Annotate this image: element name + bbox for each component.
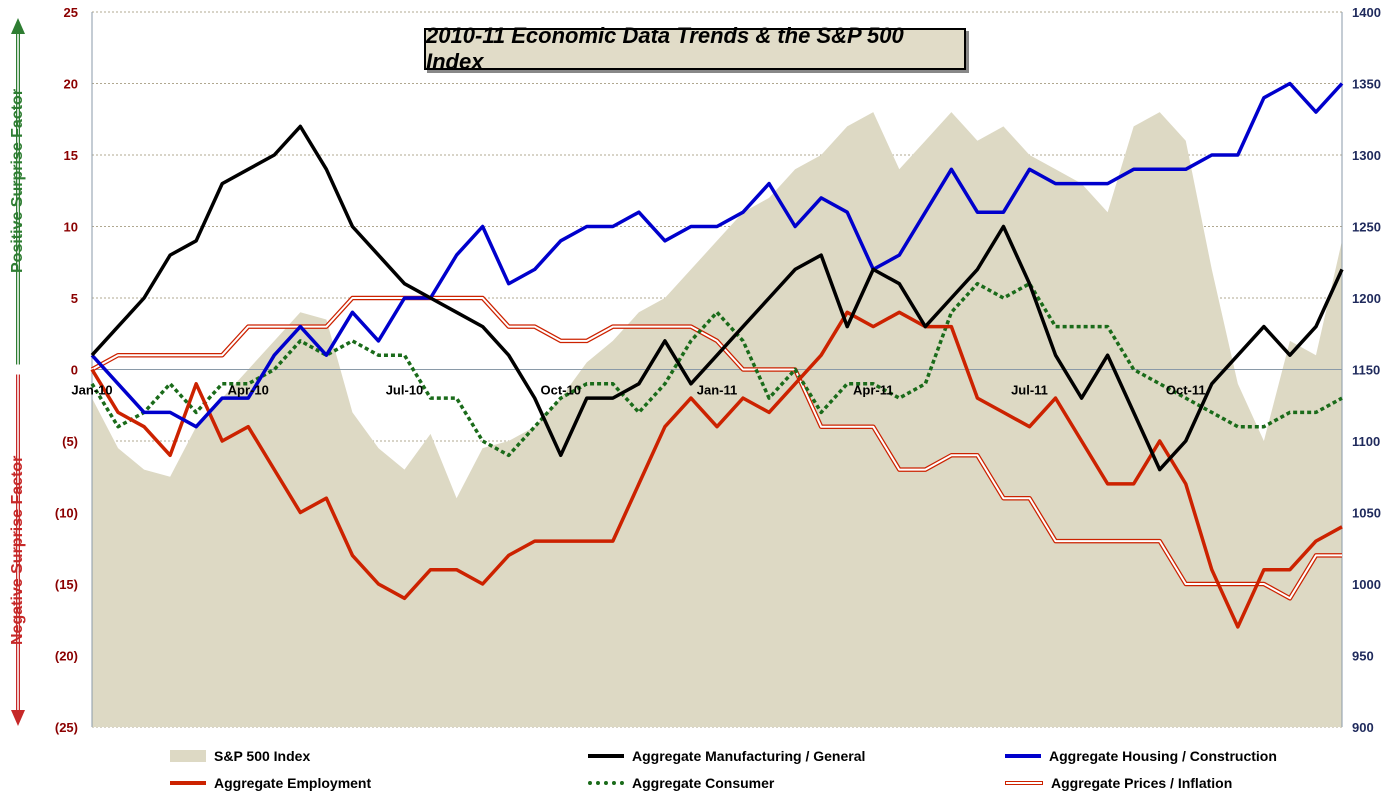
series-housing-line bbox=[90, 81, 1344, 429]
series-sp500-area bbox=[92, 112, 1342, 728]
right-tick-label: 1250 bbox=[1352, 220, 1381, 235]
legend-swatch bbox=[588, 781, 624, 785]
negative-arrow-head bbox=[11, 710, 25, 726]
legend-item: Aggregate Manufacturing / General bbox=[588, 748, 865, 764]
x-tick-label: Jul-10 bbox=[386, 383, 424, 398]
legend-item: Aggregate Prices / Inflation bbox=[1005, 775, 1232, 791]
right-tick-label: 1050 bbox=[1352, 506, 1381, 521]
positive-axis-label: Positive Surprise Factor bbox=[9, 88, 26, 273]
legend-label: Aggregate Prices / Inflation bbox=[1051, 775, 1233, 791]
x-tick-label: Jan-11 bbox=[697, 383, 737, 398]
legend-label: Aggregate Manufacturing / General bbox=[632, 748, 866, 764]
negative-axis-label: Negative Surprise Factor bbox=[9, 455, 26, 645]
legend-label: Aggregate Consumer bbox=[632, 775, 775, 791]
legend-swatch bbox=[1005, 781, 1043, 785]
left-tick-label: (5) bbox=[62, 434, 78, 449]
series-manufacturing-line bbox=[90, 124, 1344, 472]
x-tick-label: Oct-11 bbox=[1166, 383, 1206, 398]
left-tick-label: 15 bbox=[64, 148, 78, 163]
right-tick-label: 1200 bbox=[1352, 291, 1381, 306]
series-consumer-line bbox=[90, 281, 1343, 458]
legend-item: S&P 500 Index bbox=[170, 748, 310, 764]
legend-item: Aggregate Housing / Construction bbox=[1005, 748, 1277, 764]
legend-label: Aggregate Housing / Construction bbox=[1049, 748, 1277, 764]
left-tick-label: 5 bbox=[71, 291, 78, 306]
legend-label: Aggregate Employment bbox=[214, 775, 372, 791]
right-tick-label: 1000 bbox=[1352, 577, 1381, 592]
legend-swatch bbox=[170, 781, 206, 785]
legend-item: Aggregate Consumer bbox=[588, 775, 774, 791]
left-tick-label: (10) bbox=[55, 506, 78, 521]
x-tick-label: Apr-10 bbox=[228, 383, 269, 398]
left-tick-label: 10 bbox=[64, 220, 78, 235]
legend-item: Aggregate Employment bbox=[170, 775, 371, 791]
chart-title: 2010-11 Economic Data Trends & the S&P 5… bbox=[424, 23, 966, 74]
legend-swatch bbox=[170, 750, 206, 762]
left-tick-label: (20) bbox=[55, 649, 78, 664]
left-tick-label: 0 bbox=[71, 363, 78, 378]
legend-label: S&P 500 Index bbox=[214, 748, 311, 764]
x-tick-label: Oct-10 bbox=[541, 383, 581, 398]
right-tick-label: 1100 bbox=[1352, 434, 1380, 449]
right-tick-label: 1350 bbox=[1352, 77, 1381, 92]
right-tick-label: 1300 bbox=[1352, 148, 1381, 163]
right-tick-label: 900 bbox=[1352, 720, 1374, 735]
right-tick-label: 1150 bbox=[1352, 363, 1380, 378]
legend-swatch bbox=[588, 754, 624, 758]
legend-swatch bbox=[1005, 754, 1041, 758]
x-tick-label: Jan-10 bbox=[71, 383, 112, 398]
left-tick-label: (15) bbox=[55, 577, 78, 592]
x-tick-label: Apr-11 bbox=[853, 383, 893, 398]
right-tick-label: 1400 bbox=[1352, 5, 1381, 20]
x-tick-label: Jul-11 bbox=[1011, 383, 1048, 398]
positive-arrow-head bbox=[11, 18, 25, 34]
series-employment-line bbox=[90, 310, 1343, 629]
right-tick-label: 950 bbox=[1352, 649, 1374, 664]
left-tick-label: 25 bbox=[64, 5, 78, 20]
left-tick-label: 20 bbox=[64, 77, 78, 92]
left-tick-label: (25) bbox=[55, 720, 78, 735]
